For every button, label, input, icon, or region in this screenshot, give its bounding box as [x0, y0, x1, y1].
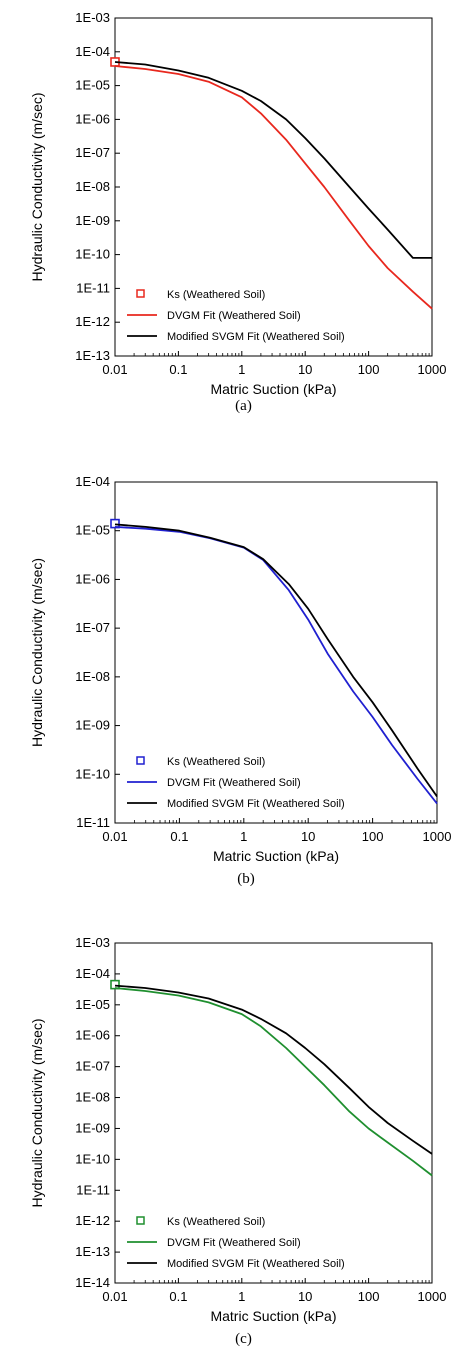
y-tick-label: 1E-10: [75, 1151, 110, 1166]
y-tick-label: 1E-09: [75, 718, 110, 733]
series-line-2: [114, 65, 433, 310]
x-tick-label: 0.1: [169, 1289, 187, 1304]
y-tick-label: 1E-11: [76, 815, 110, 830]
y-tick-label: 1E-12: [75, 1213, 110, 1228]
x-axis-title: Matric Suction (kPa): [210, 1308, 336, 1324]
series-line-2: [114, 987, 433, 1177]
legend-label: Ks (Weathered Soil): [167, 1216, 265, 1228]
legend-marker: [136, 289, 145, 298]
y-axis-title: Hydraulic Conductivity (m/sec): [29, 558, 45, 747]
y-tick-label: 1E-10: [75, 247, 110, 262]
series-line-3: [114, 523, 438, 798]
legend-label: Modified SVGM Fit (Weathered Soil): [167, 331, 345, 343]
legend: Ks (Weathered Soil) DVGM Fit (Weathered S…: [127, 289, 345, 343]
y-axis-title: Hydraulic Conductivity (m/sec): [29, 1018, 45, 1207]
x-tick-label: 0.1: [169, 362, 187, 377]
chart-panel-1: 1E-13 1E-12 1E-11 1E-10 1E-09 1E-08 1E-07 1E-06…: [29, 10, 446, 414]
x-tick-label: 0.01: [102, 362, 127, 377]
plot-frame: [114, 942, 433, 1284]
x-tick-label: 1000: [418, 1289, 447, 1304]
legend-label: DVGM Fit (Weathered Soil): [167, 777, 301, 789]
series-line-3: [114, 984, 433, 1155]
plot-frame: [114, 481, 438, 824]
y-tick-label: 1E-04: [75, 966, 110, 981]
y-tick-label: 1E-08: [75, 1090, 110, 1105]
y-tick-label: 1E-13: [75, 1244, 110, 1259]
y-tick-label: 1E-06: [75, 571, 110, 586]
x-tick-label: 0.1: [170, 829, 188, 844]
legend-label: Ks (Weathered Soil): [167, 289, 265, 301]
x-axis-title: Matric Suction (kPa): [213, 848, 339, 864]
legend-label: Ks (Weathered Soil): [167, 756, 265, 768]
chart-panel-2: 1E-11 1E-10 1E-09 1E-08 1E-07 1E-06 1E-05 1E-04…: [29, 474, 451, 887]
x-tick-label: 10: [298, 362, 312, 377]
legend-label: Modified SVGM Fit (Weathered Soil): [167, 798, 345, 810]
y-tick-label: 1E-11: [76, 280, 110, 295]
x-tick-label: 1: [238, 362, 245, 377]
panel-label: (c): [235, 1331, 252, 1347]
series-line-3: [114, 61, 432, 259]
y-tick-label: 1E-05: [75, 523, 110, 538]
x-tick-label: 10: [298, 1289, 312, 1304]
y-tick-label: 1E-06: [75, 1028, 110, 1043]
y-tick-label: 1E-07: [75, 145, 110, 160]
x-tick-label: 100: [358, 1289, 380, 1304]
y-axis-title: Hydraulic Conductivity (m/sec): [29, 92, 45, 281]
plot-frame: [114, 17, 433, 357]
y-tick-label: 1E-12: [75, 314, 110, 329]
panel-label: (b): [237, 871, 255, 887]
chart-panel-3: 1E-14 1E-13 1E-12 1E-11 1E-10 1E-09 1E-08 1E-07…: [29, 935, 446, 1347]
y-tick-label: 1E-08: [75, 179, 110, 194]
y-tick-label: 1E-06: [75, 111, 110, 126]
legend-label: DVGM Fit (Weathered Soil): [167, 1237, 301, 1249]
x-tick-label: 100: [362, 829, 384, 844]
x-tick-label: 1000: [418, 362, 447, 377]
y-tick-label: 1E-09: [75, 213, 110, 228]
x-axis-title: Matric Suction (kPa): [210, 381, 336, 397]
x-tick-label: 1000: [423, 829, 452, 844]
x-tick-label: 1: [240, 829, 247, 844]
x-tick-label: 0.01: [102, 829, 127, 844]
x-tick-label: 10: [301, 829, 315, 844]
legend: Ks (Weathered Soil) DVGM Fit (Weathered S…: [127, 1216, 345, 1270]
y-tick-label: 1E-04: [75, 44, 110, 59]
legend-marker: [136, 756, 145, 765]
y-tick-label: 1E-11: [76, 1182, 110, 1197]
legend-marker: [136, 1216, 145, 1225]
y-tick-label: 1E-03: [75, 10, 110, 25]
panel-label: (a): [235, 398, 252, 414]
legend-label: Modified SVGM Fit (Weathered Soil): [167, 1258, 345, 1270]
x-tick-label: 0.01: [102, 1289, 127, 1304]
x-tick-label: 1: [238, 1289, 245, 1304]
legend: Ks (Weathered Soil) DVGM Fit (Weathered S…: [127, 756, 345, 810]
y-tick-label: 1E-07: [75, 1059, 110, 1074]
y-tick-label: 1E-03: [75, 935, 110, 950]
x-tick-label: 100: [358, 362, 380, 377]
y-tick-label: 1E-04: [75, 474, 110, 489]
y-tick-label: 1E-14: [75, 1275, 110, 1290]
y-tick-label: 1E-10: [75, 766, 110, 781]
legend-label: DVGM Fit (Weathered Soil): [167, 310, 301, 322]
y-tick-label: 1E-07: [75, 620, 110, 635]
y-tick-label: 1E-08: [75, 669, 110, 684]
y-tick-label: 1E-05: [75, 78, 110, 93]
series-line-2: [114, 526, 438, 805]
y-tick-label: 1E-05: [75, 997, 110, 1012]
y-tick-label: 1E-09: [75, 1120, 110, 1135]
y-tick-label: 1E-13: [75, 348, 110, 363]
